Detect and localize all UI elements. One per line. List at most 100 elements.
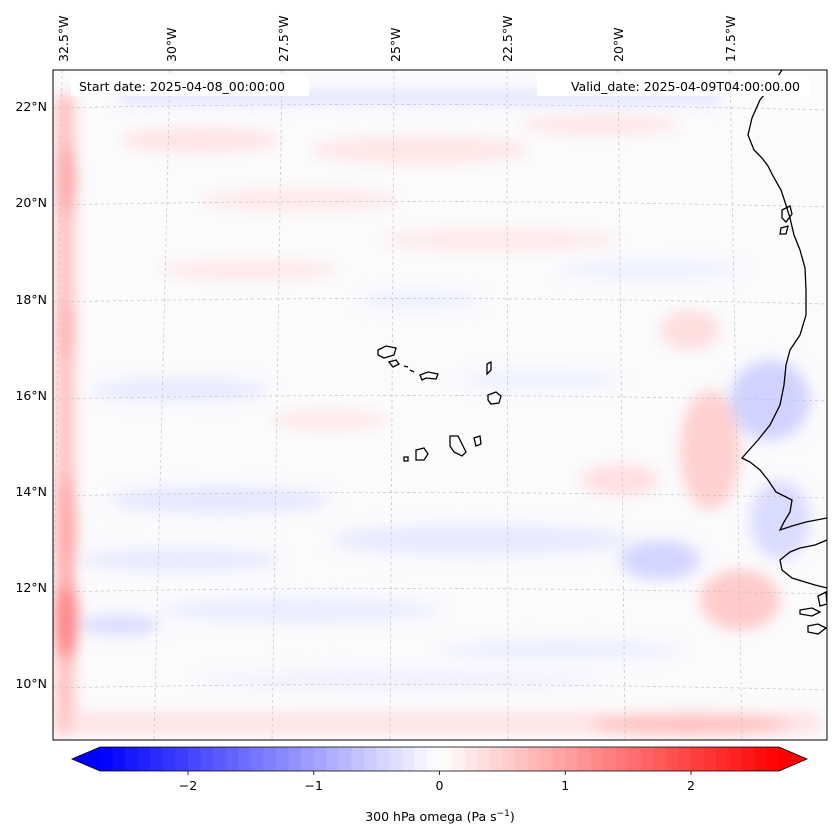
- colorbar-label: 300 hPa omega (Pa s−1): [365, 809, 515, 824]
- island-canary-b: [779, 225, 789, 235]
- colorbar-cell: [716, 747, 730, 771]
- lon-label: 32.5°W: [56, 16, 71, 62]
- island-group-coast: [799, 607, 822, 617]
- colorbar-cell: [401, 747, 415, 771]
- colorbar-cell: [665, 747, 679, 771]
- colorbar-cell: [602, 747, 617, 771]
- colorbar-cell: [753, 747, 768, 771]
- colorbar-cell: [200, 747, 214, 771]
- colorbar-extend-high: [779, 747, 807, 771]
- lat-label: 10°N: [15, 676, 47, 691]
- colorbar-tick-label: −2: [179, 778, 197, 793]
- colorbar-cell: [263, 747, 277, 771]
- lat-label: 22°N: [15, 99, 47, 114]
- colorbar-cell: [162, 747, 177, 771]
- colorbar-cell: [527, 747, 541, 771]
- colorbar-cell: [477, 747, 491, 771]
- colorbar-cell: [628, 747, 642, 771]
- guinea-bissau-coast: [779, 539, 827, 589]
- colorbar-cell: [577, 747, 591, 771]
- colorbar-cell: [364, 747, 378, 771]
- colorbar-cell: [175, 747, 189, 771]
- lon-label: 25°W: [388, 27, 403, 62]
- colorbar-cell: [690, 747, 705, 771]
- colorbar-cell: [326, 747, 340, 771]
- valid-date-text: Valid_date: 2025-04-09T04:00:00.00: [571, 79, 800, 94]
- coastlines: [377, 70, 827, 635]
- island-canary-a: [781, 205, 793, 223]
- island-fogo: [415, 447, 429, 461]
- lat-labels: 22°N 20°N 18°N 16°N 14°N 12°N 10°N: [15, 99, 47, 691]
- colorbar-outline: [70, 746, 809, 772]
- africa-coast: [740, 70, 827, 532]
- island-maio: [473, 435, 482, 447]
- lat-label: 18°N: [15, 292, 47, 307]
- colorbar-cell: [225, 747, 239, 771]
- colorbar-cell: [351, 747, 365, 771]
- lon-label: 30°W: [164, 27, 179, 62]
- colorbar-ticks: −2 −1 0 1 2: [179, 771, 695, 793]
- island-sao-vicente: [387, 359, 400, 368]
- colorbar-cell: [552, 747, 566, 771]
- colorbar-cell: [653, 747, 667, 771]
- colorbar-cell: [288, 747, 302, 771]
- colorbar-cell: [728, 747, 742, 771]
- lat-label: 20°N: [15, 195, 47, 210]
- map-panel: Start date: 2025-04-08_00:00:00 Valid_da…: [52, 69, 828, 741]
- lon-label: 17.5°W: [723, 16, 738, 62]
- colorbar-cell: [276, 747, 290, 771]
- colorbar-cell: [389, 747, 403, 771]
- colorbar-cell: [313, 747, 327, 771]
- island-sao-nicolau: [409, 369, 415, 373]
- colorbar-cell: [338, 747, 353, 771]
- island-group-coast-3: [817, 590, 827, 607]
- colorbar-cell: [439, 747, 453, 771]
- island-boa-vista: [487, 391, 502, 405]
- colorbar-cell: [766, 747, 780, 771]
- colorbar-cell: [452, 747, 466, 771]
- omega-field: [54, 90, 820, 735]
- lat-label: 12°N: [15, 580, 47, 595]
- colorbar-tick-label: 1: [561, 778, 569, 793]
- lon-label: 27.5°W: [276, 16, 291, 62]
- colorbar-cell: [741, 747, 755, 771]
- colorbar-cell: [125, 747, 139, 771]
- colorbar-cell: [137, 747, 151, 771]
- colorbar-cell: [213, 747, 227, 771]
- island-group-coast-2: [807, 623, 827, 635]
- graticule: [53, 70, 827, 740]
- colorbar-cell: [376, 747, 390, 771]
- colorbar-cell: [426, 747, 441, 771]
- colorbar-tick-label: 0: [436, 778, 444, 793]
- colorbar-cell: [188, 747, 202, 771]
- colorbar-cell: [615, 747, 629, 771]
- map-frame: [52, 69, 828, 741]
- valid-date-box: [537, 75, 809, 96]
- colorbar-cell: [100, 747, 114, 771]
- island-brava: [403, 456, 409, 462]
- colorbar-cell: [678, 747, 692, 771]
- island-santiago: [449, 435, 467, 457]
- colorbar-cell: [703, 747, 717, 771]
- colorbar-cell: [414, 747, 428, 771]
- colorbar-cell: [464, 747, 478, 771]
- colorbar-cells: [100, 747, 780, 771]
- colorbar-cell: [250, 747, 265, 771]
- island-santa-luzia: [403, 365, 409, 368]
- colorbar-tick-label: 2: [687, 778, 695, 793]
- colorbar-cell: [238, 747, 252, 771]
- colorbar-cell: [489, 747, 503, 771]
- colorbar-cell: [150, 747, 164, 771]
- colorbar-cell: [502, 747, 516, 771]
- start-date-text: Start date: 2025-04-08_00:00:00: [79, 79, 285, 94]
- colorbar-cell: [112, 747, 126, 771]
- colorbar-tick-label: −1: [305, 778, 323, 793]
- colorbar: −2 −1 0 1 2 300 hPa omega (Pa s−1): [70, 746, 809, 824]
- lon-label: 20°W: [611, 27, 626, 62]
- colorbar-cell: [590, 747, 604, 771]
- lon-labels: 32.5°W 30°W 27.5°W 25°W 22.5°W 20°W 17.5…: [56, 16, 738, 62]
- colorbar-extend-low: [72, 747, 100, 771]
- colorbar-cell: [640, 747, 654, 771]
- colorbar-cell: [514, 747, 529, 771]
